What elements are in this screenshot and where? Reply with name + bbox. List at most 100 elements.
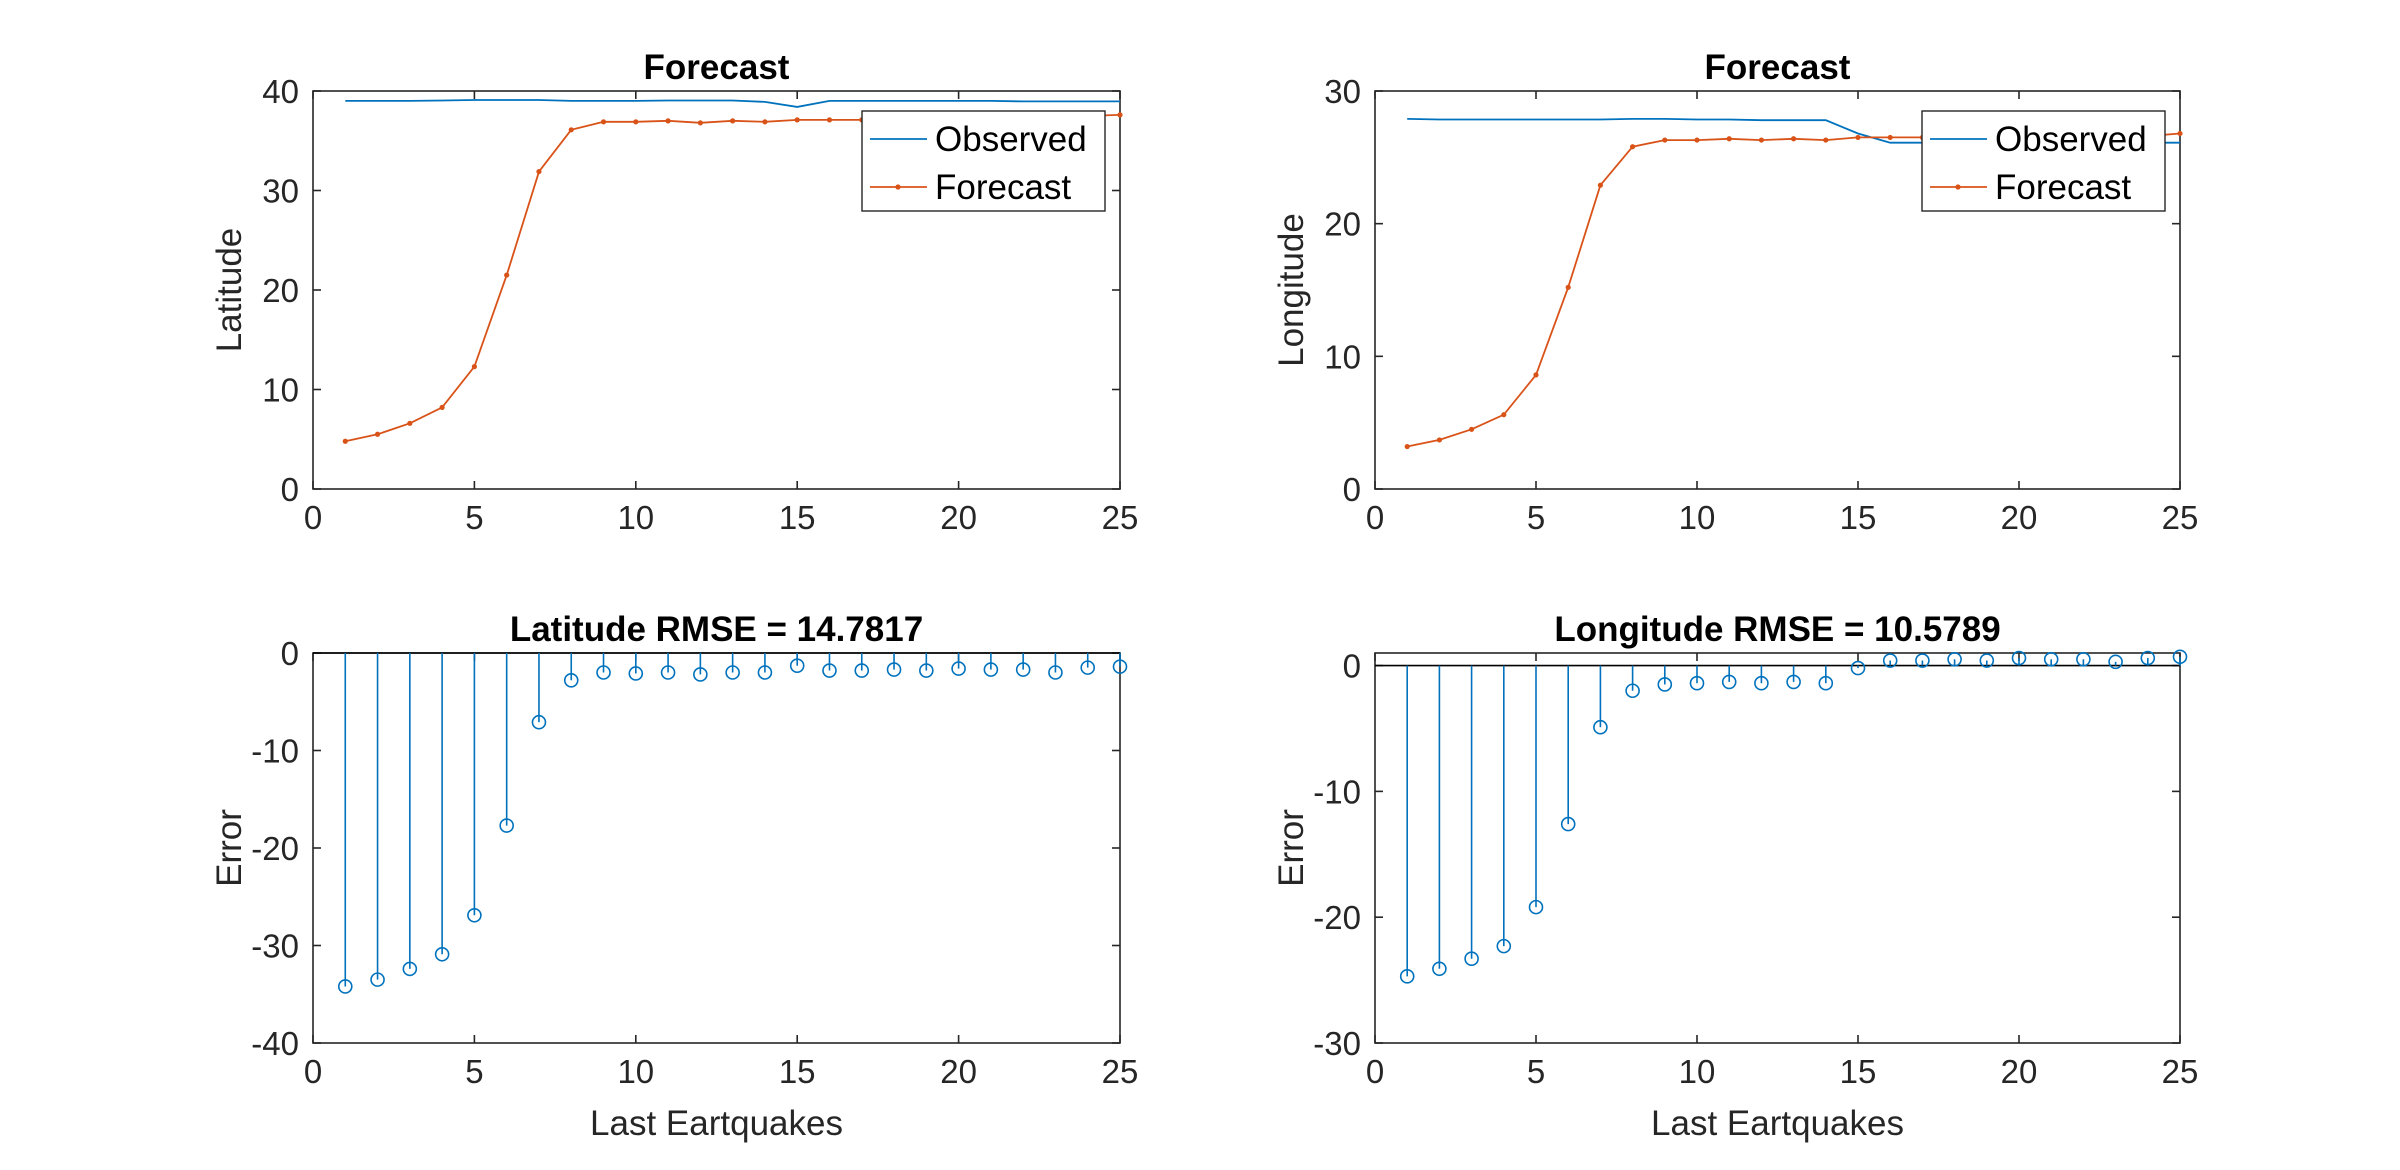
forecast-point — [1630, 144, 1636, 150]
x-axis-label: Last Eartquakes — [590, 1104, 843, 1143]
stem-marker — [531, 714, 547, 730]
stem-marker — [1818, 675, 1834, 691]
forecast-point — [1855, 134, 1861, 141]
x-tick-label: 10 — [1679, 499, 1716, 536]
y-tick-label: 0 — [1343, 648, 1361, 685]
stem-marker — [434, 946, 450, 962]
forecast-point — [600, 119, 607, 125]
subplot-1: 0 5 10 15 20 25 0 10 20 30 40 Forecast Latitude Obser… — [210, 48, 1138, 536]
stem-marker — [1625, 683, 1640, 699]
stem-marker — [370, 972, 385, 987]
forecast-point — [1404, 443, 1410, 450]
x-tick-label: 15 — [779, 1053, 816, 1090]
legend-entry: Observed — [935, 120, 1087, 159]
legend-entry: Forecast — [935, 168, 1071, 207]
y-axis-label: Longitude — [1272, 213, 1311, 367]
stem-marker — [1979, 653, 1995, 668]
forecast-point — [730, 118, 736, 124]
y-tick-label: 20 — [1324, 206, 1361, 243]
x-tick-label: 15 — [1840, 499, 1877, 536]
forecast-point — [1726, 136, 1732, 142]
y-tick-label: 10 — [262, 372, 299, 409]
forecast-point — [1694, 137, 1700, 143]
y-axis-label: Error — [1272, 809, 1311, 887]
forecast-point — [1597, 182, 1603, 188]
stem-marker — [693, 667, 708, 682]
subplot-4: 0 5 10 15 20 25 -30 -20 -10 0 Longitude RMSE = 10.… — [1272, 610, 2198, 1143]
legend-box — [1921, 110, 2166, 212]
x-tick-label: 10 — [1679, 1053, 1716, 1090]
stem-marker — [951, 661, 966, 676]
stem-marker — [2140, 650, 2156, 666]
stem-marker — [1528, 899, 1544, 915]
stem-marker — [1048, 665, 1063, 680]
stem-marker — [1593, 719, 1608, 735]
stem-marker — [1080, 660, 1096, 675]
forecast-point — [1117, 112, 1123, 118]
stem-marker — [1657, 677, 1673, 692]
stem-marker — [337, 979, 353, 994]
stem-marker — [1432, 961, 1447, 977]
forecast-point — [1823, 137, 1829, 143]
x-tick-label: 20 — [2001, 499, 2038, 536]
chart-title: Forecast — [644, 48, 790, 87]
stem-marker — [1786, 674, 1801, 690]
y-tick-label: -40 — [251, 1025, 299, 1062]
stem-marker — [1915, 653, 1930, 668]
stem-marker — [854, 663, 870, 678]
stem-marker — [499, 818, 514, 833]
y-tick-label: -30 — [1313, 1025, 1361, 1062]
stem-marker — [467, 907, 482, 923]
x-tick-label: 25 — [1102, 1053, 1139, 1090]
y-axis-label: Error — [210, 809, 249, 887]
stem-marker — [563, 672, 579, 688]
y-tick-label: 0 — [281, 635, 299, 672]
stem-marker — [2076, 651, 2091, 667]
stem-marker — [886, 662, 902, 677]
y-tick-label: 30 — [1324, 73, 1361, 110]
x-tick-label: 5 — [465, 499, 483, 536]
stem-marker — [2108, 654, 2123, 670]
stem-marker — [1689, 675, 1705, 691]
forecast-point — [342, 438, 348, 444]
x-tick-label: 5 — [1527, 499, 1545, 536]
stem-marker — [2043, 651, 2059, 667]
forecast-point — [568, 127, 574, 133]
stem-marker — [402, 961, 418, 977]
forecast-point — [1662, 137, 1668, 143]
forecast-point — [1533, 372, 1539, 378]
x-tick-label: 0 — [304, 1053, 322, 1090]
legend: Observed Forecast — [1921, 110, 2166, 212]
y-tick-label: 20 — [262, 272, 299, 309]
legend: Observed Forecast — [861, 110, 1106, 212]
x-axis-label: Last Eartquakes — [1651, 1104, 1904, 1143]
legend-marker — [895, 184, 901, 190]
stem-marker — [1399, 969, 1415, 984]
x-tick-label: 20 — [940, 1053, 977, 1090]
forecast-point — [633, 119, 639, 125]
y-tick-label: -20 — [251, 830, 299, 867]
stem-marker — [1112, 659, 1128, 674]
forecast-point — [1758, 137, 1764, 143]
axes-box — [312, 652, 1121, 1044]
stem-marker — [1721, 674, 1737, 690]
x-tick-label: 5 — [1527, 1053, 1545, 1090]
stem-marker — [1560, 816, 1576, 832]
stem-marker — [2011, 650, 2027, 666]
forecast-point — [826, 117, 833, 123]
x-tick-label: 0 — [304, 499, 322, 536]
y-axis-label: Latitude — [210, 228, 249, 353]
stem-marker — [757, 665, 773, 680]
x-tick-label: 15 — [779, 499, 816, 536]
x-tick-label: 10 — [617, 499, 654, 536]
forecast-point — [2177, 130, 2183, 137]
x-tick-label: 0 — [1366, 499, 1384, 536]
legend-entry: Forecast — [1995, 168, 2131, 207]
subplot-2: 0 5 10 15 20 25 0 10 20 30 Forecast Longitude Observ… — [1272, 48, 2198, 536]
forecast-point — [536, 168, 542, 175]
forecast-point — [439, 404, 445, 411]
y-tick-label: -10 — [251, 733, 299, 770]
y-tick-label: -20 — [1313, 899, 1361, 936]
forecast-point — [762, 119, 768, 125]
